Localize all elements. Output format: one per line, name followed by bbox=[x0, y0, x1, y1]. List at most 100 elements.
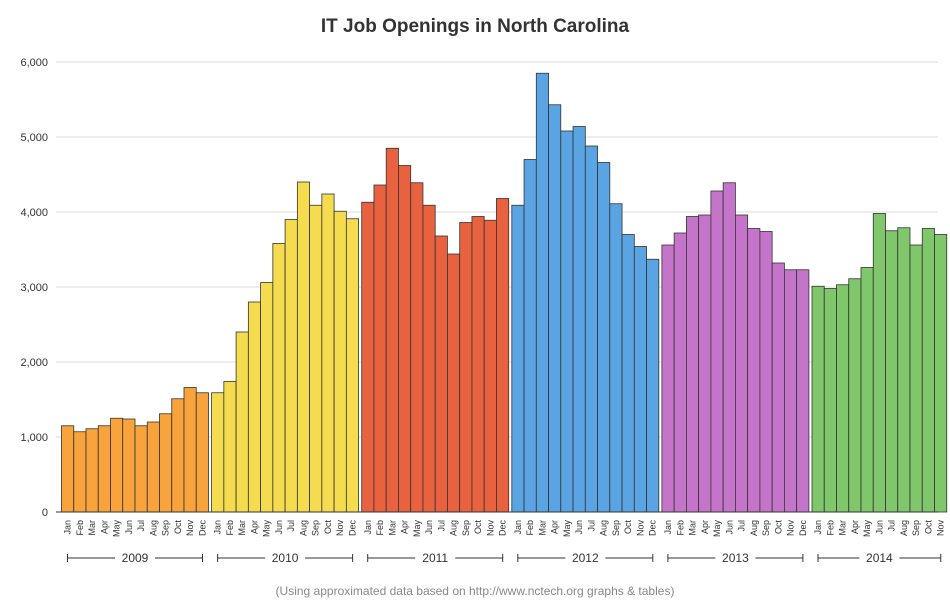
x-tick-label: Mar bbox=[237, 520, 247, 536]
bar-2014-jul bbox=[885, 230, 899, 513]
bar-2013-jan bbox=[661, 244, 675, 513]
x-tick-label: Aug bbox=[298, 520, 308, 536]
x-tick-label: Apr bbox=[249, 520, 259, 534]
bar-2010-dec bbox=[345, 218, 360, 513]
x-tick-label: May bbox=[862, 520, 872, 538]
bar-2011-dec bbox=[496, 198, 510, 513]
x-tick-label: Aug bbox=[449, 520, 459, 536]
x-tick-label: Aug bbox=[599, 520, 609, 536]
x-tick-label: Nov bbox=[786, 520, 796, 537]
bar-2012-oct bbox=[621, 234, 635, 513]
year-label: 2012 bbox=[572, 551, 599, 565]
bar-2014-jun bbox=[872, 213, 886, 513]
y-tick-label: 2,000 bbox=[20, 357, 48, 369]
bar-2009-apr bbox=[97, 425, 111, 513]
x-tick-label: Sep bbox=[611, 520, 621, 536]
bar-2012-feb bbox=[523, 159, 537, 513]
bar-2012-sep bbox=[609, 203, 623, 513]
bar-2010-oct bbox=[321, 193, 335, 513]
bar-2011-jan bbox=[361, 201, 375, 513]
bar-2009-jan bbox=[61, 425, 75, 513]
year-label: 2014 bbox=[866, 551, 893, 565]
bar-2011-aug bbox=[447, 253, 461, 513]
x-tick-label: Jun bbox=[274, 520, 284, 535]
y-tick-label: 0 bbox=[42, 507, 48, 519]
x-tick-label: Jan bbox=[513, 520, 523, 535]
x-tick-label: Jul bbox=[887, 520, 897, 532]
bar-2009-aug bbox=[146, 421, 160, 513]
bar-2011-may bbox=[410, 182, 424, 513]
x-tick-label: Sep bbox=[461, 520, 471, 536]
bar-2014-oct bbox=[921, 228, 935, 513]
x-tick-label: Apr bbox=[99, 520, 109, 534]
bar-2012-jun bbox=[572, 126, 586, 513]
y-tick-label: 4,000 bbox=[20, 207, 48, 219]
year-label: 2013 bbox=[722, 551, 749, 565]
bar-2010-jun bbox=[272, 243, 286, 513]
bar-2014-feb bbox=[823, 288, 837, 513]
x-tick-label: Jun bbox=[724, 520, 734, 535]
bar-2014-jan bbox=[811, 285, 825, 513]
x-tick-label: May bbox=[112, 520, 122, 538]
x-tick-label: Nov bbox=[936, 520, 946, 537]
bar-2011-jun bbox=[422, 204, 436, 513]
x-tick-label: Jun bbox=[574, 520, 584, 535]
bar-2011-mar bbox=[385, 147, 399, 513]
bar-2013-sep bbox=[759, 231, 773, 513]
bar-2010-may bbox=[260, 282, 274, 513]
x-tick-label: Jun bbox=[874, 520, 884, 535]
bar-2013-jun bbox=[722, 182, 736, 513]
x-tick-label: Jun bbox=[124, 520, 134, 535]
x-tick-label: Jul bbox=[136, 520, 146, 532]
bar-2012-may bbox=[560, 130, 574, 513]
x-tick-label: Dec bbox=[347, 520, 357, 537]
x-tick-label: Apr bbox=[400, 520, 410, 534]
x-tick-label: Dec bbox=[197, 520, 207, 537]
bar-2009-feb bbox=[73, 431, 87, 513]
x-tick-label: May bbox=[262, 520, 272, 538]
x-tick-label: Jun bbox=[424, 520, 434, 535]
x-tick-label: Feb bbox=[75, 520, 85, 536]
x-tick-label: Feb bbox=[825, 520, 835, 536]
x-tick-label: Jan bbox=[63, 520, 73, 535]
x-tick-label: Apr bbox=[550, 520, 560, 534]
x-tick-label: Mar bbox=[838, 520, 848, 536]
y-tick-label: 5,000 bbox=[20, 132, 48, 144]
x-tick-label: Mar bbox=[537, 520, 547, 536]
x-tick-label: Mar bbox=[688, 520, 698, 536]
year-label: 2009 bbox=[122, 551, 149, 565]
x-tick-label: Apr bbox=[700, 520, 710, 534]
x-tick-label: Jul bbox=[586, 520, 596, 532]
x-tick-label: Sep bbox=[761, 520, 771, 536]
x-tick-label: Jan bbox=[663, 520, 673, 535]
x-tick-label: Feb bbox=[675, 520, 685, 536]
bar-2009-may bbox=[110, 417, 124, 513]
bar-2012-nov bbox=[633, 246, 647, 513]
bar-2009-jun bbox=[122, 418, 136, 513]
bar-2014-sep bbox=[909, 244, 923, 513]
x-tick-label: Mar bbox=[387, 520, 397, 536]
bar-2014-aug bbox=[897, 227, 911, 513]
x-tick-label: Feb bbox=[225, 520, 235, 536]
chart-footnote: (Using approximated data based on http:/… bbox=[275, 584, 675, 598]
x-tick-label: Jul bbox=[737, 520, 747, 532]
x-tick-label: Sep bbox=[161, 520, 171, 536]
x-tick-label: Nov bbox=[185, 520, 195, 537]
x-tick-label: May bbox=[412, 520, 422, 538]
bar-2009-oct bbox=[171, 398, 185, 513]
x-tick-label: Jan bbox=[363, 520, 373, 535]
x-tick-label: Jul bbox=[436, 520, 446, 532]
bar-2010-sep bbox=[309, 204, 323, 513]
x-tick-label: Feb bbox=[525, 520, 535, 536]
bar-2011-sep bbox=[459, 222, 473, 513]
bar-2010-feb bbox=[223, 381, 237, 513]
x-tick-label: Sep bbox=[311, 520, 321, 536]
bar-2012-aug bbox=[597, 162, 611, 513]
x-tick-label: Oct bbox=[473, 520, 483, 535]
year-label: 2011 bbox=[422, 551, 448, 565]
x-tick-label: Aug bbox=[148, 520, 158, 536]
bar-2012-mar bbox=[535, 72, 549, 513]
bar-2014-nov bbox=[934, 234, 948, 513]
x-tick-label: Dec bbox=[798, 520, 808, 537]
year-label: 2010 bbox=[272, 551, 299, 565]
